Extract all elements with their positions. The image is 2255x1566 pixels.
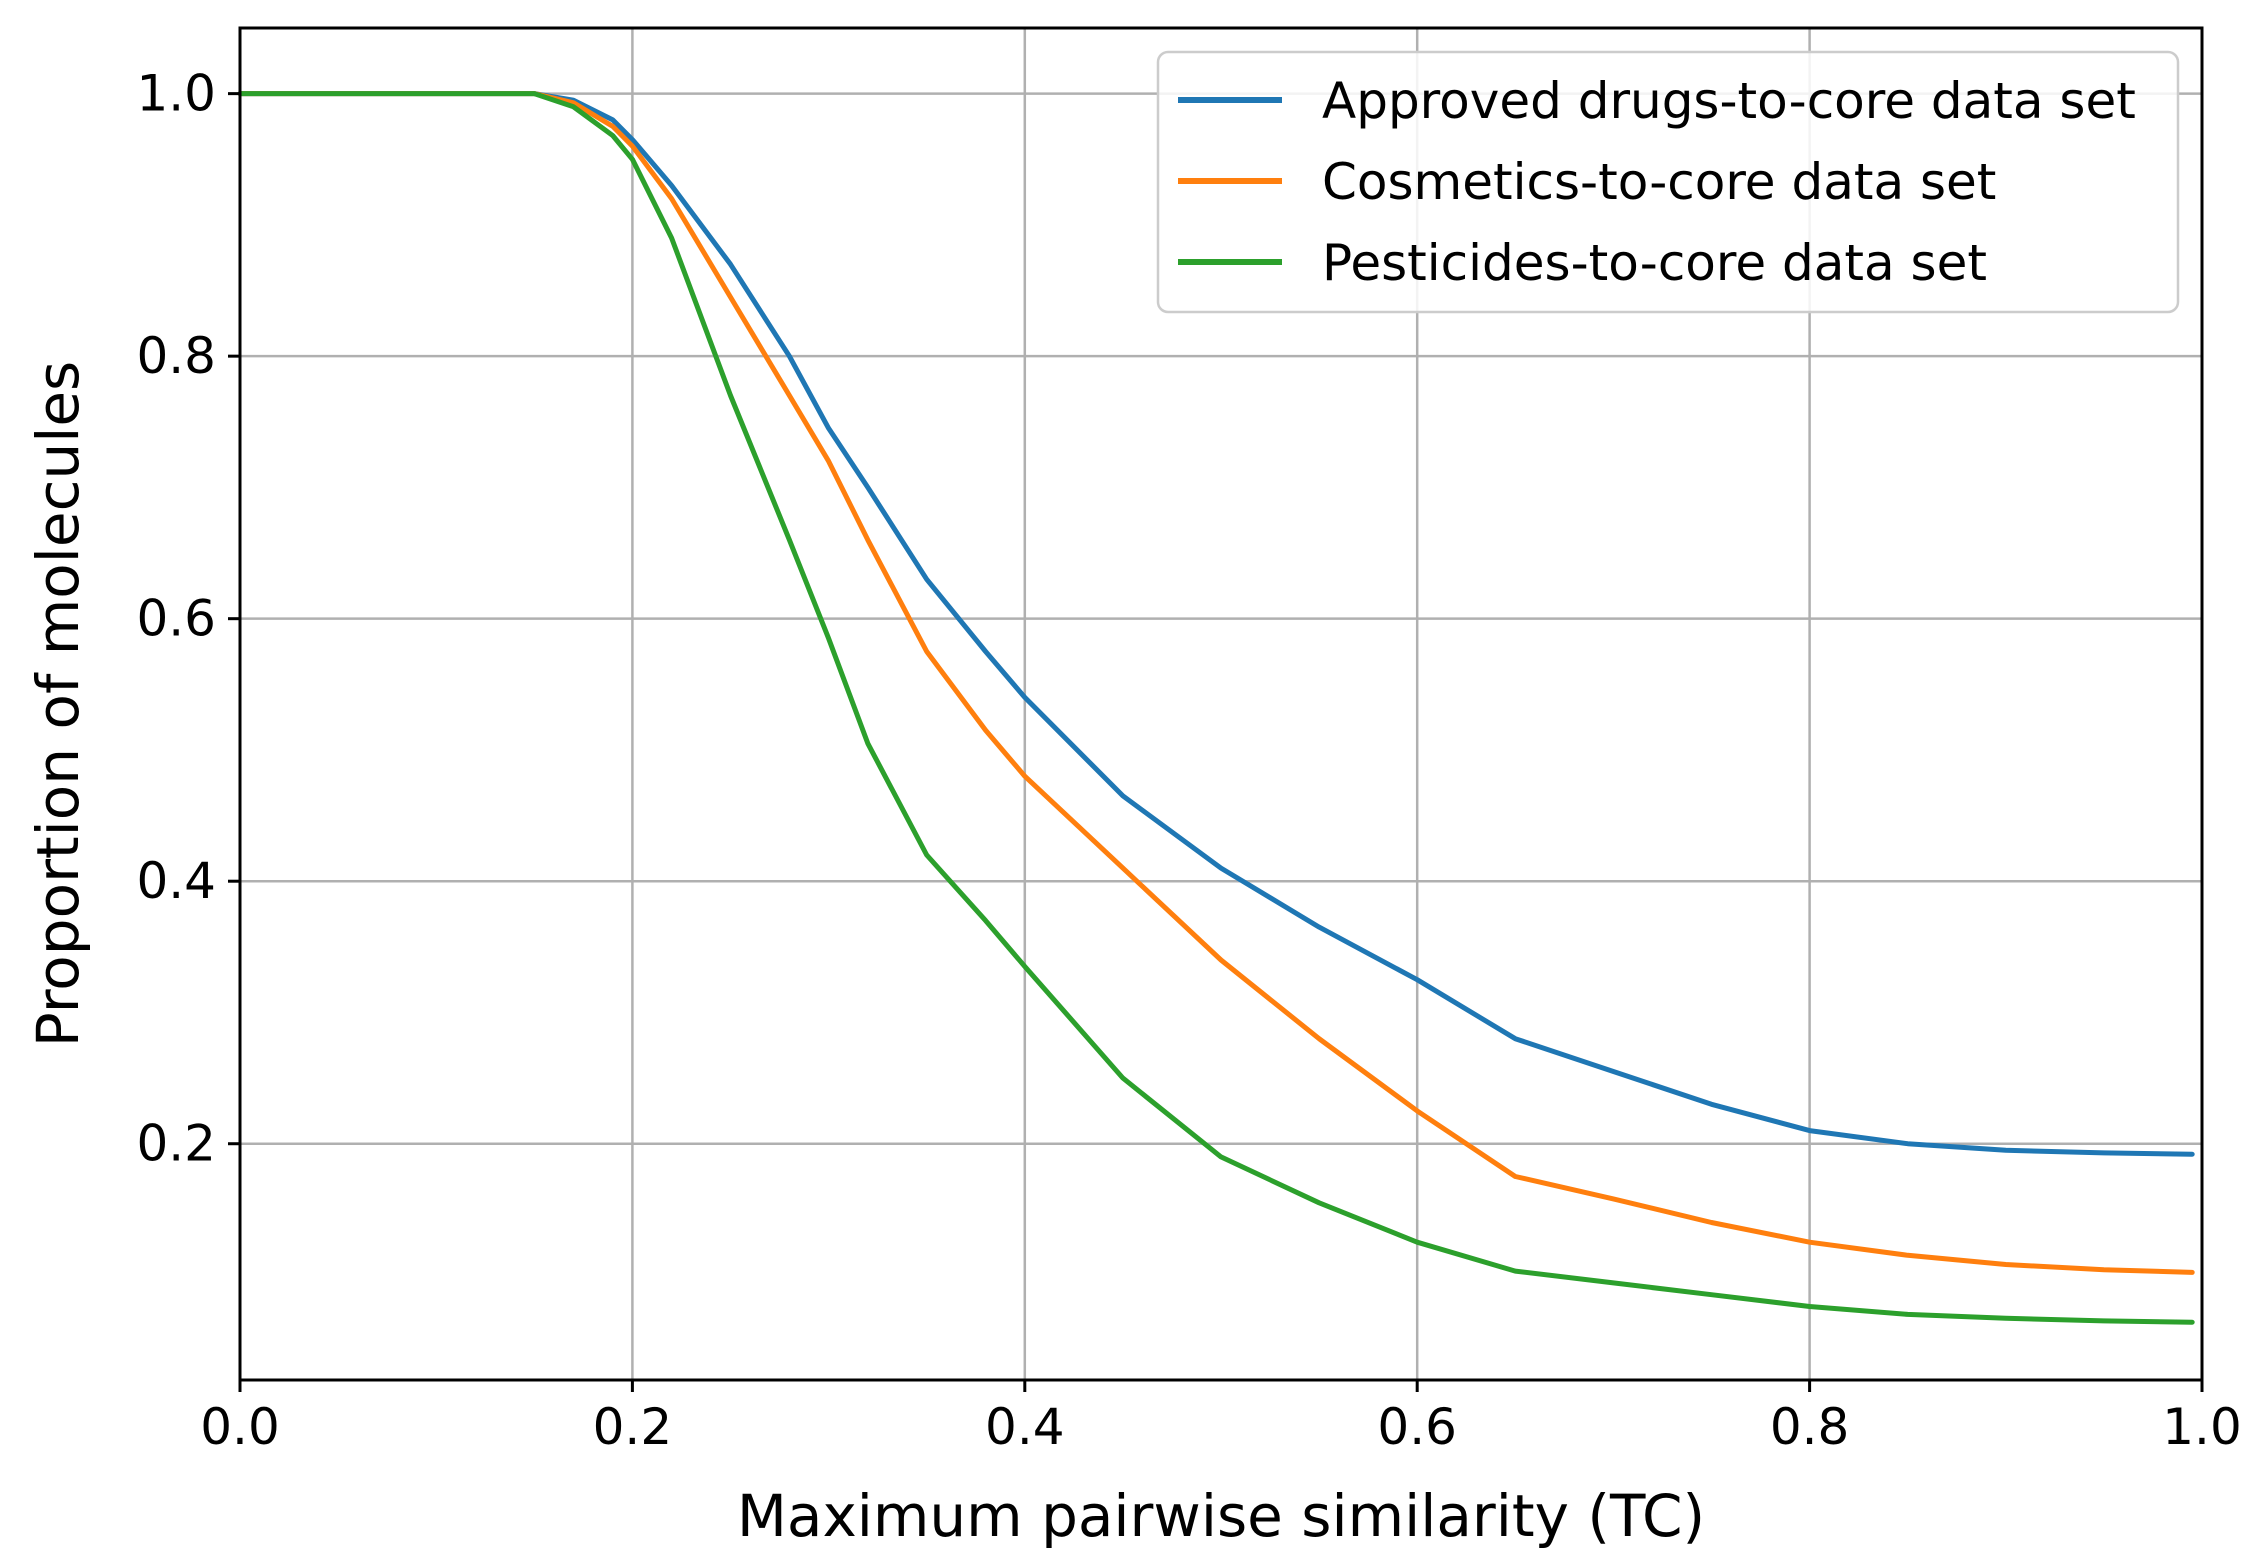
legend-box — [1156, 50, 2180, 314]
y-tick-label: 0.8 — [136, 327, 216, 385]
y-tick-label: 0.2 — [136, 1115, 216, 1173]
legend-label-1: Approved drugs-to-core data set — [1322, 72, 2136, 130]
x-tick-label: 0.0 — [200, 1398, 280, 1456]
plot-frame — [238, 26, 2204, 1382]
x-tick-label: 0.6 — [1377, 1398, 1457, 1456]
series-lines — [237, 91, 2195, 1325]
legend: Approved drugs-to-core data set Cosmetics… — [1156, 50, 2180, 314]
y-tick-label: 0.6 — [136, 590, 216, 648]
y-tick-label: 1.0 — [136, 65, 216, 123]
series-line-3 — [237, 91, 2195, 1325]
axis-ticks: 0.0 0.2 0.4 0.6 0.8 1.0 0.2 0.4 0.6 0.8 1.0 — [136, 65, 2241, 1456]
y-tick-label: 0.4 — [136, 852, 216, 910]
y-axis-label: Proportion of molecules — [24, 361, 92, 1047]
x-tick-label: 1.0 — [2162, 1398, 2242, 1456]
x-tick-label: 0.4 — [985, 1398, 1065, 1456]
x-tick-label: 0.2 — [593, 1398, 673, 1456]
legend-label-3: Pesticides-to-core data set — [1322, 234, 1987, 292]
x-axis-label: Maximum pairwise similarity (TC) — [737, 1482, 1705, 1550]
x-tick-label: 0.8 — [1770, 1398, 1850, 1456]
series-line-1 — [237, 91, 2195, 1157]
series-line-2 — [237, 91, 2195, 1275]
legend-label-2: Cosmetics-to-core data set — [1322, 153, 1996, 211]
